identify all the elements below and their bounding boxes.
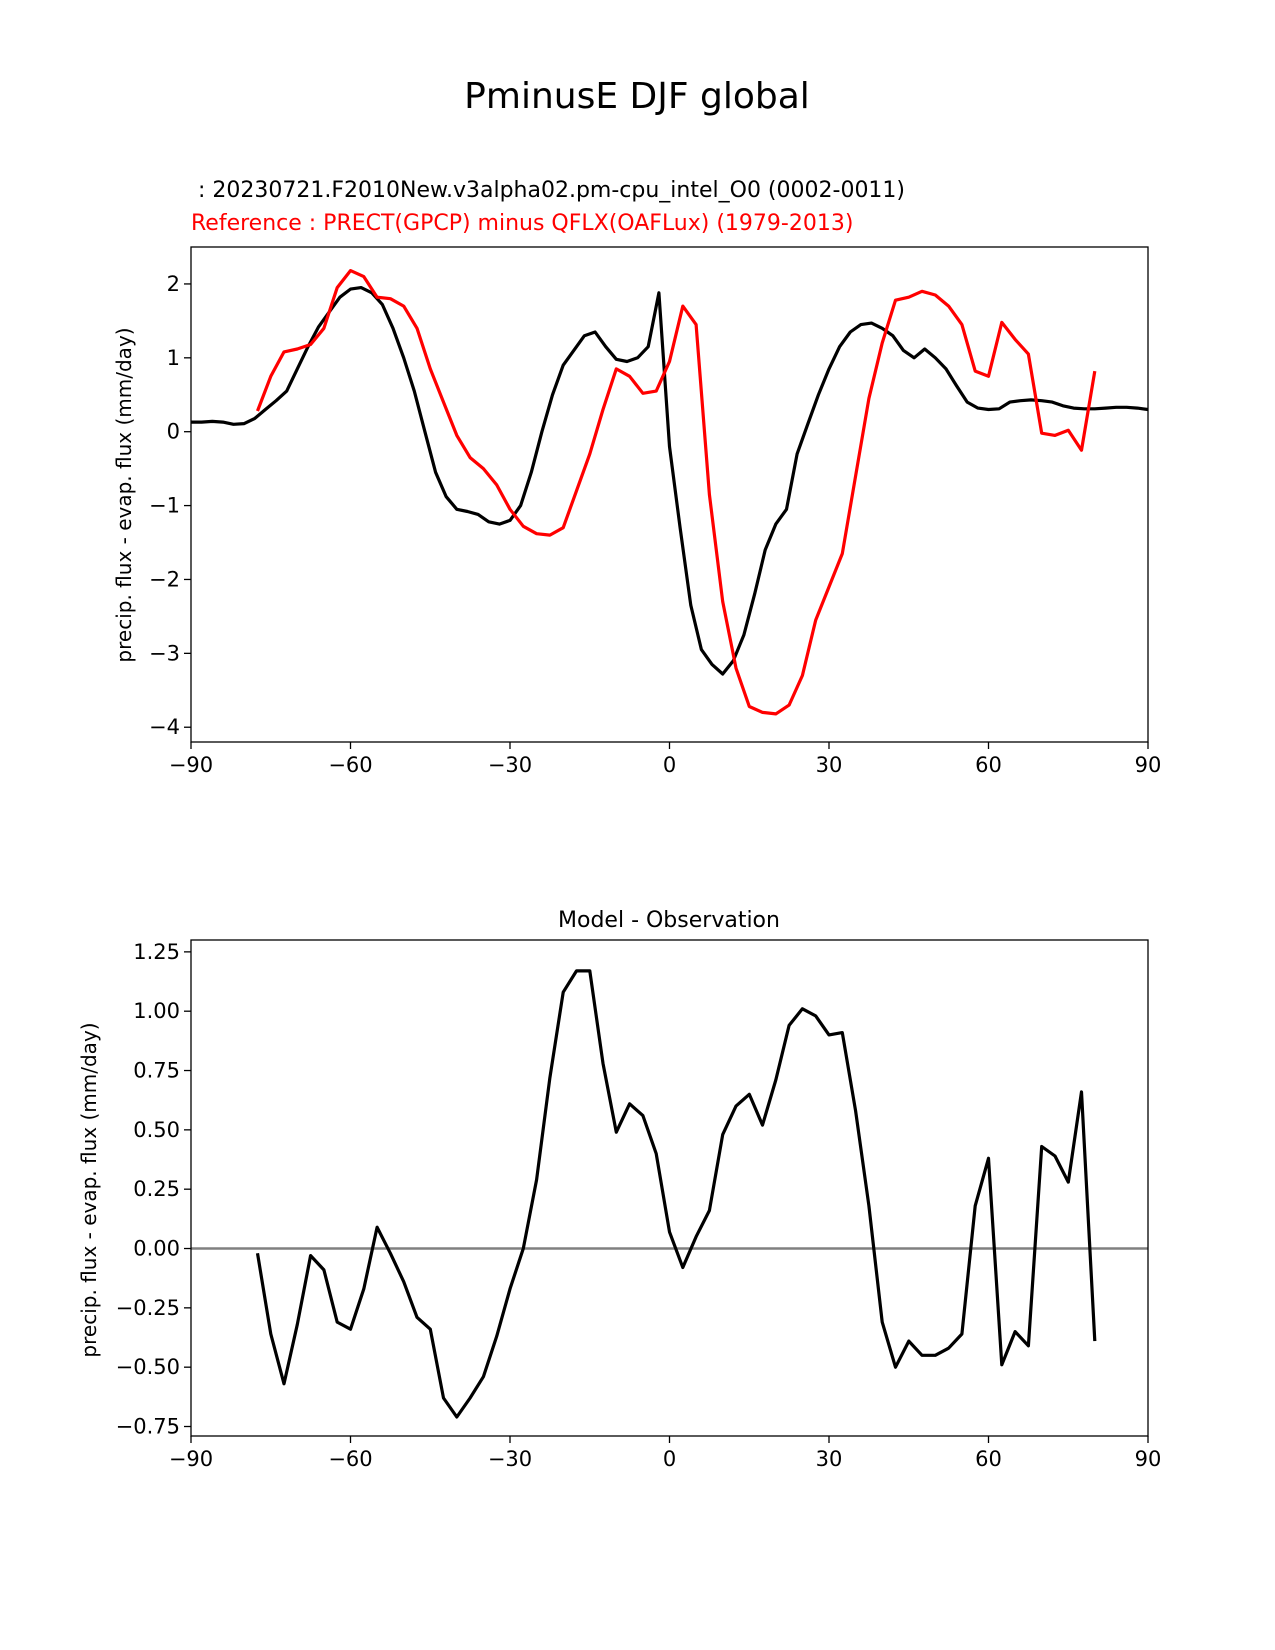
bottom-y-tick-label: 1.00 <box>133 999 180 1023</box>
top-y-tick-label: 1 <box>167 346 180 370</box>
bottom-y-ticks: −0.75 −0.50 −0.25 0.00 0.25 0.50 0.75 1.00 1.25 <box>116 940 191 1439</box>
top-title-model: : 20230721.F2010New.v3alpha02.pm-cpu_int… <box>191 178 905 203</box>
top-x-tick-label: 90 <box>1135 753 1162 777</box>
top-x-tick-label: −60 <box>328 753 372 777</box>
bottom-x-tick-label: −60 <box>328 1447 372 1471</box>
bottom-x-ticks: −90 −60 −30 0 30 60 90 <box>169 1436 1162 1471</box>
bottom-y-tick-label: 0.00 <box>133 1237 180 1261</box>
top-y-tick-label: 0 <box>167 420 180 444</box>
top-x-tick-label: −30 <box>488 753 532 777</box>
figure-suptitle: PminusE DJF global <box>464 76 810 117</box>
top-panel: : 20230721.F2010New.v3alpha02.pm-cpu_int… <box>112 178 1161 777</box>
bottom-axes-frame <box>190 939 1149 1437</box>
bottom-y-tick-label: 0.50 <box>133 1118 180 1142</box>
bottom-y-tick-label: 0.25 <box>133 1177 180 1201</box>
top-x-ticks: −90 −60 −30 0 30 60 90 <box>169 742 1162 777</box>
top-y-tick-label: 2 <box>167 272 180 296</box>
bottom-y-tick-label: −0.50 <box>116 1355 180 1379</box>
top-y-tick-label: −2 <box>149 567 180 591</box>
bottom-x-tick-label: 90 <box>1135 1447 1162 1471</box>
top-y-tick-label: −4 <box>149 715 180 739</box>
top-axes-frame <box>190 246 1149 743</box>
bottom-y-tick-label: −0.75 <box>116 1415 180 1439</box>
bottom-series-difference-line <box>255 969 1097 1419</box>
bottom-y-tick-label: −0.25 <box>116 1296 180 1320</box>
bottom-x-tick-label: 30 <box>816 1447 843 1471</box>
top-x-tick-label: 30 <box>816 753 843 777</box>
top-plot-area <box>191 269 1149 716</box>
top-x-tick-label: 60 <box>975 753 1002 777</box>
bottom-panel: Model - Observation precip. flux - evap.… <box>77 908 1161 1471</box>
bottom-x-tick-label: 0 <box>663 1447 676 1471</box>
bottom-plot-area <box>191 969 1148 1419</box>
top-series-test-line <box>191 286 1149 676</box>
bottom-x-tick-label: −90 <box>169 1447 213 1471</box>
top-x-tick-label: 0 <box>663 753 676 777</box>
bottom-y-tick-label: 0.75 <box>133 1059 180 1083</box>
bottom-title: Model - Observation <box>558 908 780 933</box>
bottom-x-tick-label: −30 <box>488 1447 532 1471</box>
top-x-tick-label: −90 <box>169 753 213 777</box>
top-y-tick-label: −3 <box>149 641 180 665</box>
top-series-reference-line <box>256 269 1097 716</box>
top-y-ticks: −4 −3 −2 −1 0 1 2 <box>149 272 191 739</box>
bottom-x-tick-label: 60 <box>975 1447 1002 1471</box>
top-ylabel: precip. flux - evap. flux (mm/day) <box>112 327 136 662</box>
bottom-y-tick-label: 1.25 <box>133 940 180 964</box>
top-y-tick-label: −1 <box>149 494 180 518</box>
top-title-reference: Reference : PRECT(GPCP) minus QFLX(OAFLu… <box>191 211 853 236</box>
bottom-ylabel: precip. flux - evap. flux (mm/day) <box>77 1022 101 1357</box>
